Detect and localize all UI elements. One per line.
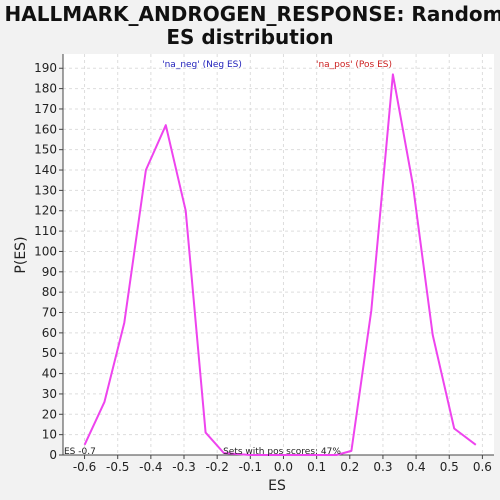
plot-area <box>63 54 494 455</box>
y-tick-label: 80 <box>42 285 57 299</box>
y-tick-label: 10 <box>42 428 57 442</box>
y-tick-label: 160 <box>34 122 57 136</box>
chart-title-line1: HALLMARK_ANDROGEN_RESPONSE: Random <box>5 2 500 26</box>
x-tick-label: 0.3 <box>373 460 392 474</box>
y-tick-label: 190 <box>34 61 57 75</box>
series-line-group <box>83 73 477 456</box>
x-tick-label: -0.4 <box>139 460 162 474</box>
y-tick-label: 110 <box>34 224 57 238</box>
x-axis-label: ES <box>268 478 286 494</box>
y-axis-label: P(ES) <box>13 236 29 273</box>
x-tick-label: -0.2 <box>205 460 228 474</box>
x-tick-label: 0.1 <box>307 460 326 474</box>
x-tick-label: 0.4 <box>407 460 426 474</box>
y-tick-label: 150 <box>34 143 57 157</box>
x-tick-label: 0.6 <box>473 460 492 474</box>
pos-scores-label: Sets with pos scores: 47% <box>223 447 341 457</box>
y-tick-label: 130 <box>34 183 57 197</box>
x-tick-label: 0.2 <box>340 460 359 474</box>
grid <box>63 54 494 456</box>
x-tick-label: -0.3 <box>172 460 195 474</box>
y-tick-label: 140 <box>34 163 57 177</box>
series-line <box>83 73 477 456</box>
x-tick-label: -0.5 <box>106 460 129 474</box>
y-tick-label: 50 <box>42 346 57 360</box>
y-tick-label: 60 <box>42 326 57 340</box>
y-tick-label: 0 <box>49 448 57 462</box>
x-tick-label: -0.6 <box>73 460 96 474</box>
es-min-label: ES -0.7 <box>64 447 96 457</box>
y-axis: 0 10 20 30 40 50 60 70 80 90 100 110 120 130 140 150 160… <box>34 54 64 462</box>
y-tick-label: 40 <box>42 367 57 381</box>
x-tick-label: 0.0 <box>274 460 293 474</box>
x-tick-label: 0.5 <box>440 460 459 474</box>
y-tick-label: 120 <box>34 204 57 218</box>
x-tick-label: -0.1 <box>239 460 262 474</box>
y-tick-label: 30 <box>42 387 57 401</box>
y-tick-label: 70 <box>42 306 57 320</box>
neg-es-label: 'na_neg' (Neg ES) <box>162 60 242 70</box>
y-tick-label: 20 <box>42 407 57 421</box>
x-axis: -0.6 -0.5 -0.4 -0.3 -0.2 -0.1 0.0 0.1 0.2 0.3 0.4 0… <box>63 454 494 474</box>
y-tick-label: 100 <box>34 244 57 258</box>
y-tick-label: 180 <box>34 82 57 96</box>
y-tick-label: 170 <box>34 102 57 116</box>
y-tick-label: 90 <box>42 265 57 279</box>
chart-title-line2: ES distribution <box>166 25 333 49</box>
pos-es-label: 'na_pos' (Pos ES) <box>316 60 392 70</box>
